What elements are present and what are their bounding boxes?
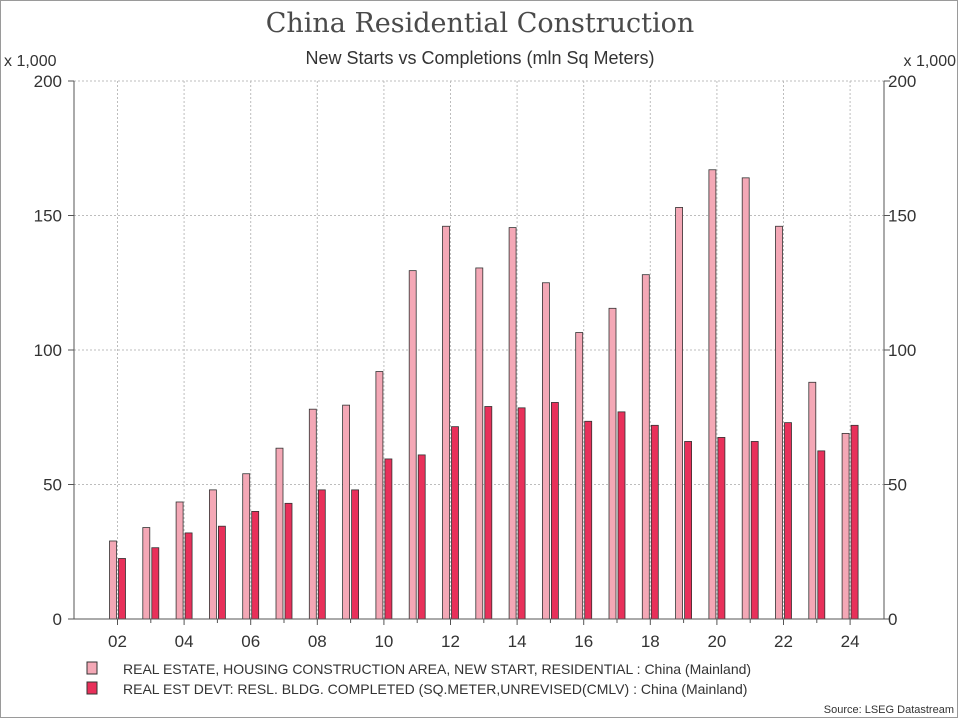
y-tick-label-right: 150 <box>888 207 916 226</box>
x-tick-label: 22 <box>774 632 793 651</box>
bar-new-start <box>841 432 850 620</box>
bar-new-start <box>109 540 117 620</box>
bar-completed <box>717 437 726 620</box>
bar-completed <box>584 420 593 620</box>
legend-swatch-new-start <box>86 661 98 675</box>
bar-completed <box>251 510 260 620</box>
bar-new-start <box>708 169 717 620</box>
bar-completed <box>517 407 526 620</box>
x-tick-label: 14 <box>508 632 527 651</box>
y-tick-label-left: 50 <box>43 476 62 495</box>
bar-completed <box>484 406 493 620</box>
x-tick-label: 08 <box>308 632 327 651</box>
bar-completed <box>351 489 360 620</box>
chart-subtitle: New Starts vs Completions (mln Sq Meters… <box>305 48 654 68</box>
bar-completed <box>417 454 426 620</box>
bar-new-start <box>641 274 650 620</box>
bars <box>109 169 859 620</box>
y-tick-label-left: 100 <box>34 341 62 360</box>
y-tick-label-right: 100 <box>888 341 916 360</box>
bar-new-start <box>475 267 484 620</box>
legend-swatch-completed <box>86 681 98 695</box>
bar-completed <box>284 502 293 620</box>
right-axis-unit: x 1,000 <box>904 53 957 70</box>
bar-new-start <box>375 371 384 620</box>
bar-completed <box>850 424 859 620</box>
x-tick-label: 10 <box>374 632 393 651</box>
tick-labels: 0 0 50 50 100 100 150 150 200 200 02 04 06 08 10 12 14 16… <box>34 72 917 651</box>
x-tick-label: 04 <box>175 632 194 651</box>
y-tick-label-right: 50 <box>888 476 907 495</box>
legend: REAL ESTATE, HOUSING CONSTRUCTION AREA, … <box>86 661 751 697</box>
bar-new-start <box>175 501 184 620</box>
bar-new-start <box>342 404 351 620</box>
bar-new-start <box>408 270 417 620</box>
bar-completed <box>317 489 326 620</box>
bar-new-start <box>508 227 517 620</box>
bar-completed <box>750 441 759 620</box>
bar-completed <box>384 458 393 620</box>
legend-label-new-start: REAL ESTATE, HOUSING CONSTRUCTION AREA, … <box>123 661 751 677</box>
bar-completed <box>451 426 459 620</box>
bar-new-start <box>608 307 617 620</box>
bar-completed <box>650 424 659 620</box>
source-note: Source: LSEG Datastream <box>824 704 954 716</box>
bar-completed <box>217 525 226 620</box>
x-tick-label: 20 <box>707 632 726 651</box>
chart-title: China Residential Construction <box>266 8 695 39</box>
bar-completed <box>684 441 692 620</box>
bar-new-start <box>575 332 584 620</box>
gridlines <box>74 80 884 619</box>
bar-new-start <box>442 225 450 620</box>
legend-label-completed: REAL EST DEVT: RESL. BLDG. COMPLETED (SQ… <box>123 681 747 697</box>
bar-completed <box>617 411 626 620</box>
bar-new-start <box>208 489 217 620</box>
bar-completed <box>784 422 792 620</box>
x-tick-label: 24 <box>841 632 860 651</box>
bar-completed <box>817 450 826 620</box>
bar-new-start <box>242 473 251 620</box>
bar-completed <box>151 547 160 620</box>
bar-new-start <box>542 282 550 620</box>
bar-new-start <box>775 225 783 620</box>
bar-new-start <box>675 207 683 620</box>
bar-new-start <box>741 177 750 620</box>
bar-new-start <box>142 527 151 620</box>
bar-completed <box>118 558 126 620</box>
x-tick-label: 12 <box>441 632 460 651</box>
y-tick-label-left: 0 <box>53 610 62 629</box>
axes <box>68 80 890 625</box>
bar-completed <box>551 402 559 620</box>
bar-completed <box>184 532 193 620</box>
y-tick-label-left: 150 <box>34 207 62 226</box>
x-tick-label: 16 <box>574 632 593 651</box>
y-tick-label-right: 0 <box>888 610 897 629</box>
left-axis-unit: x 1,000 <box>4 53 57 70</box>
bar-new-start <box>808 381 817 620</box>
bar-new-start <box>275 447 284 620</box>
x-tick-label: 02 <box>108 632 127 651</box>
x-tick-label: 06 <box>241 632 260 651</box>
y-tick-label-right: 200 <box>888 72 916 91</box>
bar-new-start <box>308 408 317 620</box>
y-tick-label-left: 200 <box>34 72 62 91</box>
x-tick-label: 18 <box>641 632 660 651</box>
